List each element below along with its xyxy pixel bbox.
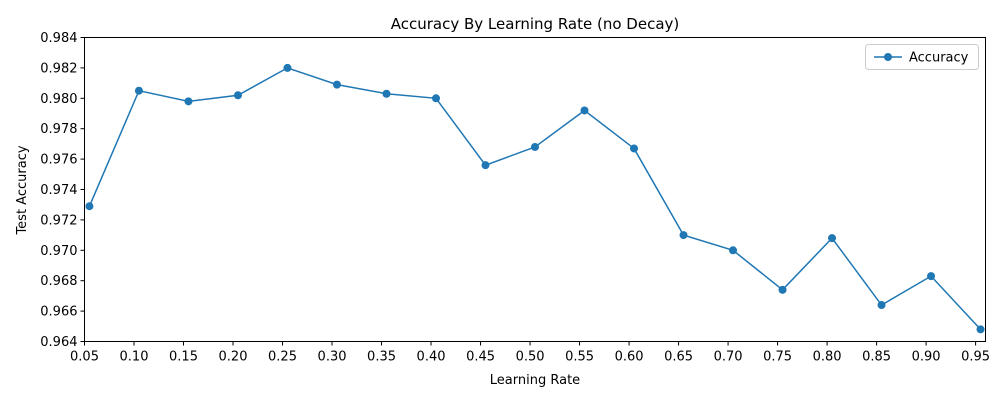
x-tick-label: 0.65: [664, 350, 693, 365]
data-point: [233, 91, 242, 100]
data-point: [283, 63, 292, 72]
series-layer: [85, 63, 985, 334]
x-tick-label: 0.50: [516, 350, 545, 365]
x-tick-label: 0.40: [417, 350, 446, 365]
data-point: [332, 80, 341, 89]
legend-marker-swatch: [884, 53, 892, 61]
x-tick-label: 0.05: [70, 350, 99, 365]
data-point: [382, 89, 391, 98]
data-point: [630, 144, 639, 153]
legend: Accuracy: [865, 44, 979, 70]
y-tick-label: 0.970: [40, 244, 77, 259]
data-point: [679, 231, 688, 240]
data-point: [729, 246, 738, 255]
y-tick-label: 0.982: [40, 61, 77, 76]
y-tick-label: 0.976: [40, 153, 77, 168]
data-point: [184, 97, 193, 106]
y-tick-label: 0.978: [40, 122, 77, 137]
x-tick-label: 0.75: [763, 350, 792, 365]
x-tick-label: 0.90: [912, 350, 941, 365]
data-point: [828, 234, 837, 243]
plot-frame: [84, 37, 986, 342]
x-tick-label: 0.85: [862, 350, 891, 365]
x-tick-label: 0.30: [318, 350, 347, 365]
x-tick-label: 0.25: [268, 350, 297, 365]
y-tick-label: 0.980: [40, 92, 77, 107]
chart-title: Accuracy By Learning Rate (no Decay): [391, 15, 680, 33]
data-point: [927, 272, 936, 281]
x-tick-label: 0.55: [565, 350, 594, 365]
data-point: [531, 142, 539, 151]
x-tick-label: 0.45: [466, 350, 495, 365]
y-axis-title: Test Accuracy: [15, 145, 30, 235]
data-point: [976, 325, 985, 334]
x-tick-label: 0.60: [615, 350, 644, 365]
y-tick-label: 0.966: [40, 305, 77, 320]
y-tick-label: 0.972: [40, 213, 77, 228]
y-tick-label: 0.968: [40, 274, 77, 289]
axis-ticks: 0.05 0.10 0.15 0.20 0.25 0.30 0.35 0.40 0.45 0.50…: [40, 31, 990, 365]
data-point: [877, 301, 886, 310]
y-tick-label: 0.984: [40, 31, 77, 46]
data-point: [580, 106, 589, 115]
x-tick-label: 0.15: [169, 350, 198, 365]
x-tick-label: 0.95: [961, 350, 990, 365]
x-tick-label: 0.80: [813, 350, 842, 365]
legend-box: [865, 44, 979, 70]
data-point: [778, 285, 787, 294]
x-tick-label: 0.70: [714, 350, 743, 365]
legend-label: Accuracy: [909, 51, 969, 66]
data-point: [481, 161, 490, 170]
y-tick-label: 0.974: [40, 183, 77, 198]
y-tick-label: 0.964: [40, 335, 77, 350]
x-tick-label: 0.10: [120, 350, 149, 365]
x-tick-label: 0.35: [367, 350, 396, 365]
x-axis-title: Learning Rate: [490, 373, 580, 388]
data-point: [431, 94, 440, 103]
data-point: [134, 86, 143, 95]
data-point: [85, 202, 94, 211]
x-tick-label: 0.20: [219, 350, 248, 365]
